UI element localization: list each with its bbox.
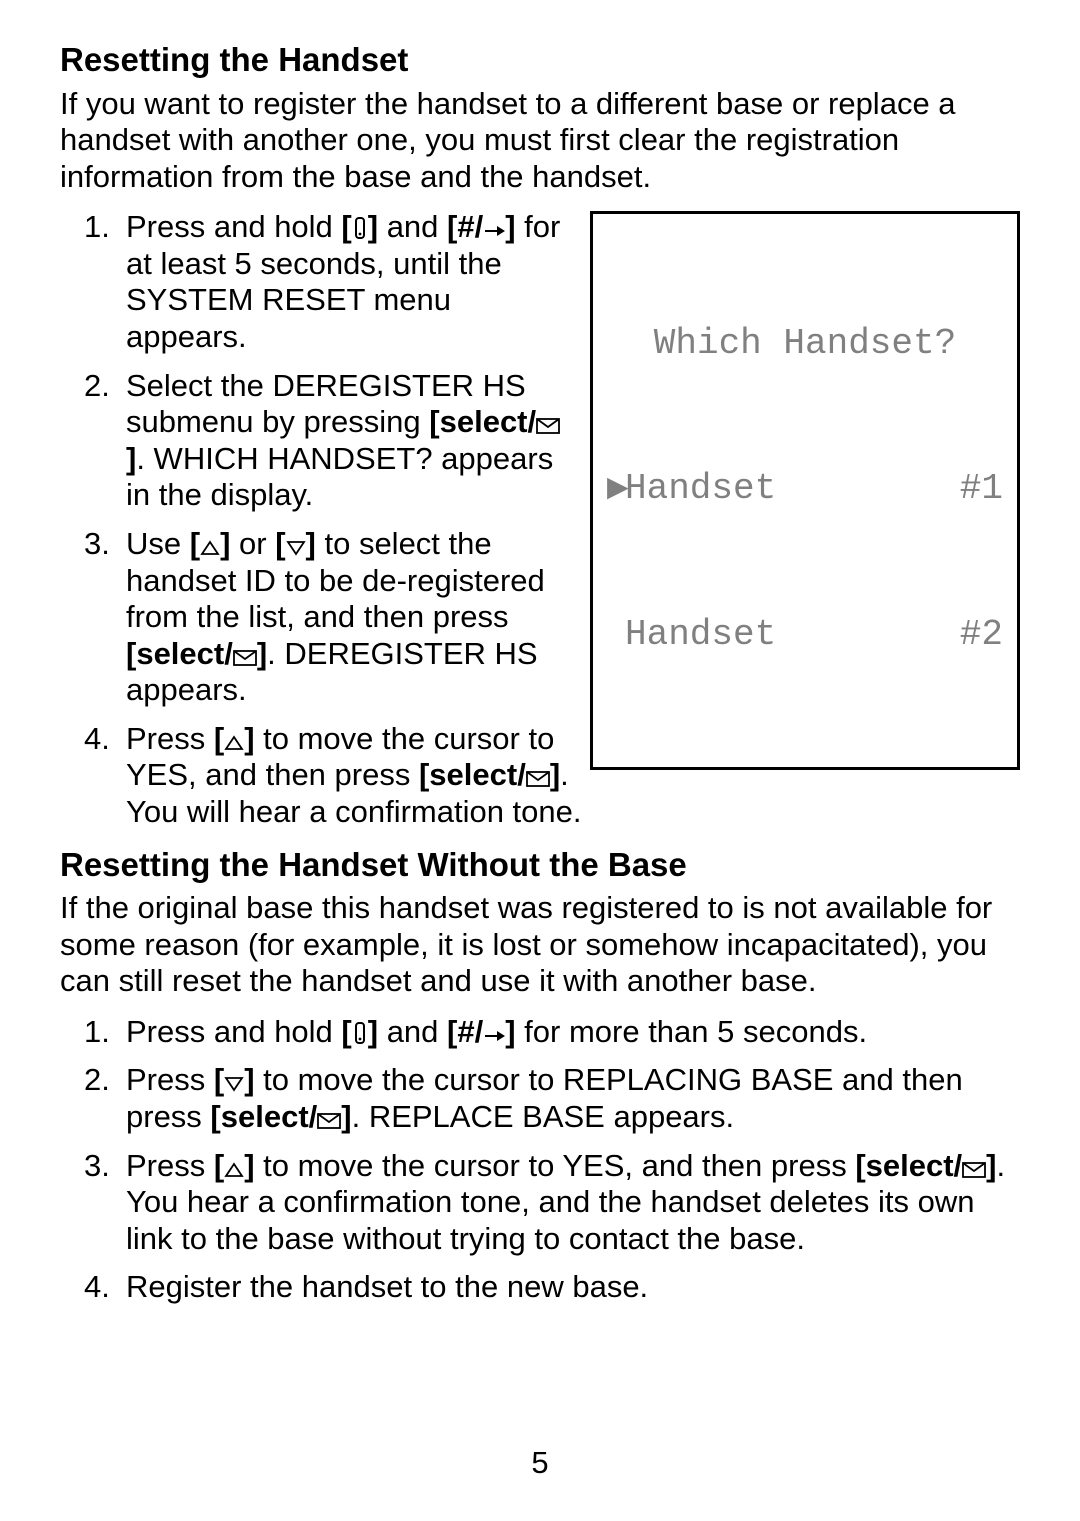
section1-intro: If you want to register the handset to a… <box>60 86 1020 196</box>
key-end: [] <box>341 1014 378 1049</box>
envelope-icon <box>536 418 560 434</box>
top-row: Which Handset? ▶Handset #1 Handset #2 1.… <box>60 209 1020 844</box>
text: for more than 5 seconds. <box>516 1014 868 1049</box>
envelope-icon <box>526 771 550 787</box>
triangle-up-icon <box>224 1162 244 1178</box>
item-number: 2. <box>84 1062 110 1099</box>
section2-item4: 4. Register the handset to the new base. <box>60 1269 1020 1306</box>
section2-intro: If the original base this handset was re… <box>60 890 1020 1000</box>
section2-heading: Resetting the Handset Without the Base <box>60 845 1020 885</box>
section2-list: 1. Press and hold [] and [#/] for more t… <box>60 1014 1020 1306</box>
manual-page: Resetting the Handset If you want to reg… <box>0 0 1080 1521</box>
section1-item1: 1. Press and hold [] and [#/] for at lea… <box>60 209 1020 355</box>
key-select: [select/] <box>126 636 267 671</box>
item-number: 3. <box>84 526 110 563</box>
key-select: [select/] <box>855 1148 996 1183</box>
text: Press and hold <box>126 209 341 244</box>
text: Press and hold <box>126 1014 341 1049</box>
key-down: [] <box>214 1062 255 1097</box>
envelope-icon <box>233 650 257 666</box>
end-call-icon <box>352 217 368 239</box>
triangle-up-icon <box>224 735 244 751</box>
section1-heading: Resetting the Handset <box>60 40 1020 80</box>
section2-item3: 3. Press [] to move the cursor to YES, a… <box>60 1148 1020 1258</box>
envelope-icon <box>962 1162 986 1178</box>
page-number: 5 <box>0 1445 1080 1481</box>
text: . WHICH HANDSET? appears in the display. <box>126 441 553 513</box>
item-number: 3. <box>84 1148 110 1185</box>
key-select: [select/] <box>419 757 560 792</box>
item-number: 1. <box>84 1014 110 1051</box>
triangle-up-icon <box>200 540 220 556</box>
text: Press <box>126 721 214 756</box>
key-select: [select/] <box>210 1099 351 1134</box>
key-hash-arrow: [#/] <box>447 209 516 244</box>
triangle-down-icon <box>286 540 306 556</box>
right-arrow-icon <box>483 223 505 239</box>
key-down: [] <box>275 526 316 561</box>
text: . REPLACE BASE appears. <box>352 1099 735 1134</box>
section1-item2: 2. Select the DEREGISTER HS submenu by p… <box>60 368 1020 514</box>
section2-item2: 2. Press [] to move the cursor to REPLAC… <box>60 1062 1020 1135</box>
text: and <box>378 209 447 244</box>
key-up: [] <box>190 526 231 561</box>
triangle-down-icon <box>224 1076 244 1092</box>
text: Press <box>126 1148 214 1183</box>
envelope-icon <box>317 1113 341 1129</box>
end-call-icon <box>352 1022 368 1044</box>
key-end: [] <box>341 209 378 244</box>
text: Press <box>126 1062 214 1097</box>
section2-item1: 1. Press and hold [] and [#/] for more t… <box>60 1014 1020 1051</box>
text: and <box>378 1014 447 1049</box>
right-arrow-icon <box>483 1028 505 1044</box>
key-up: [] <box>214 1148 255 1183</box>
section1-item4: 4. Press [] to move the cursor to YES, a… <box>60 721 1020 831</box>
text: or <box>230 526 275 561</box>
section1-item3: 3. Use [] or [] to select the handset ID… <box>60 526 1020 709</box>
text: Use <box>126 526 190 561</box>
item-number: 4. <box>84 1269 110 1306</box>
key-up: [] <box>214 721 255 756</box>
item-number: 1. <box>84 209 110 246</box>
key-hash-arrow: [#/] <box>447 1014 516 1049</box>
item-number: 4. <box>84 721 110 758</box>
text: Register the handset to the new base. <box>126 1269 648 1304</box>
item-number: 2. <box>84 368 110 405</box>
text: to move the cursor to YES, and then pres… <box>255 1148 856 1183</box>
